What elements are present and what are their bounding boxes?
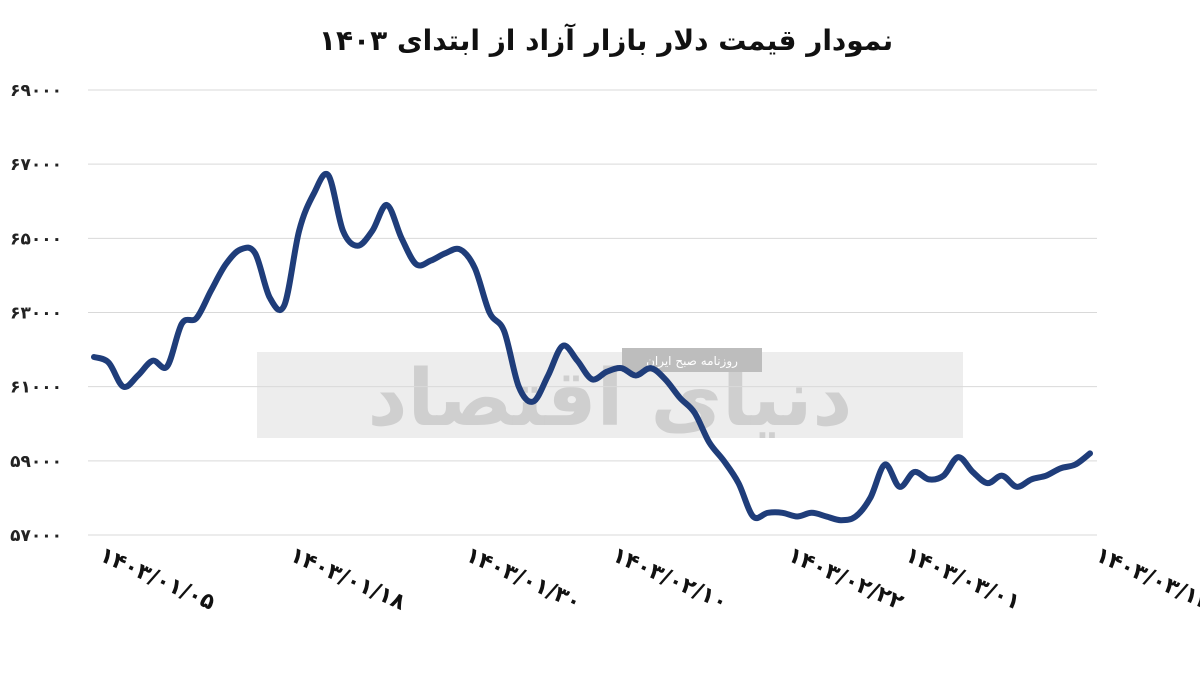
x-tick-label: ۱۴۰۳/۰۱/۱۸ xyxy=(286,543,410,616)
x-tick-label: ۱۴۰۳/۰۲/۱۰ xyxy=(608,543,731,616)
x-tick-label: ۱۴۰۳/۰۱/۰۵ xyxy=(96,543,219,616)
series-layer xyxy=(91,170,1093,524)
y-tick-label: ۵۹۰۰۰ xyxy=(10,452,62,472)
y-tick-label: ۶۱۰۰۰ xyxy=(10,378,62,398)
x-tick-label: ۱۴۰۳/۰۱/۳۰ xyxy=(462,543,585,616)
grid-lines xyxy=(88,89,1097,536)
x-tick-label: ۱۴۰۳/۰۳/۰۱ xyxy=(901,543,1024,616)
watermark: دنیای اقتصاد روزنامه صبح ایران xyxy=(257,348,963,444)
y-axis-ticks: ۵۷۰۰۰ ۵۹۰۰۰ ۶۱۰۰۰ ۶۳۰۰۰ ۶۵۰۰۰ ۶۷۰۰۰ ۶۹۰۰۰ xyxy=(10,81,62,546)
x-tick-label: ۱۴۰۳/۰۳/۱۳ xyxy=(1092,543,1200,616)
y-tick-label: ۶۹۰۰۰ xyxy=(10,81,62,101)
y-tick-label: ۶۵۰۰۰ xyxy=(10,229,62,249)
x-tick-label: ۱۴۰۳/۰۲/۲۲ xyxy=(784,543,908,616)
chart-title: نمودار قیمت دلار بازار آزاد از ابتدای ۱۴… xyxy=(319,23,893,57)
x-axis-ticks: ۱۴۰۳/۰۱/۰۵ ۱۴۰۳/۰۱/۱۸ ۱۴۰۳/۰۱/۳۰ ۱۴۰۳/۰۲/۱۰… xyxy=(96,543,1200,616)
series-line xyxy=(91,170,1093,524)
watermark-tagline: روزنامه صبح ایران xyxy=(646,354,738,369)
watermark-band xyxy=(257,352,963,438)
y-tick-label: ۶۳۰۰۰ xyxy=(10,304,62,324)
y-tick-label: ۵۷۰۰۰ xyxy=(10,526,62,546)
y-tick-label: ۶۷۰۰۰ xyxy=(10,155,62,175)
